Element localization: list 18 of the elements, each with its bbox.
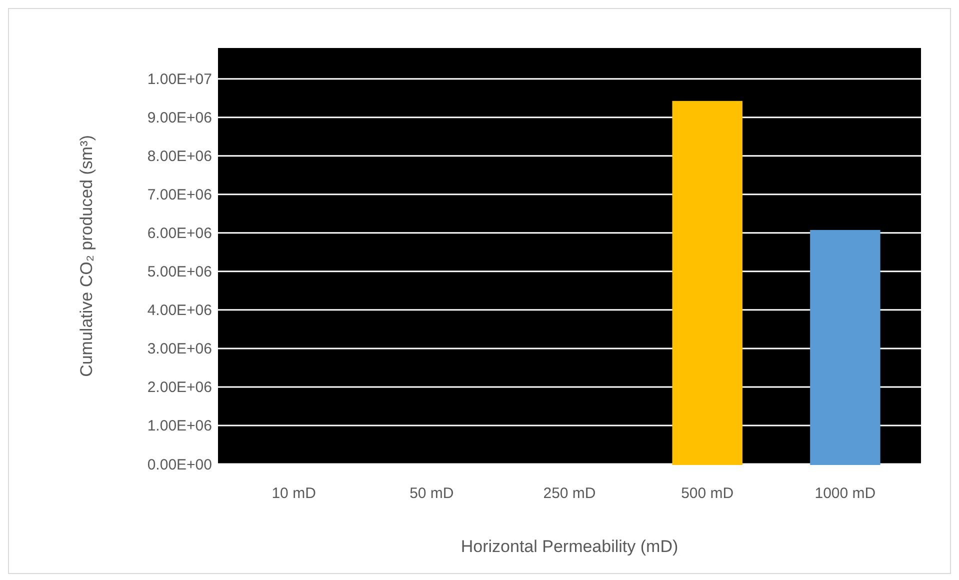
y-tick-label: 0.00E+00 (147, 456, 212, 474)
y-tick-label: 4.00E+06 (147, 302, 212, 320)
y-axis-title: Cumulative CO₂ produced (sm³) (77, 135, 96, 377)
x-tick-label: 500 mD (681, 485, 734, 502)
y-tick-label: 2.00E+06 (147, 379, 212, 396)
y-tick-label: 6.00E+06 (147, 225, 212, 242)
y-tick-label: 3.00E+06 (147, 340, 212, 358)
x-tick-label: 10 mD (272, 485, 316, 502)
y-tick-label: 9.00E+06 (147, 110, 212, 127)
x-axis-title: Horizontal Permeability (mD) (460, 537, 678, 556)
y-tick-label: 7.00E+06 (147, 186, 212, 204)
x-tick-label: 250 mD (543, 485, 596, 502)
y-tick-label: 1.00E+06 (147, 418, 212, 435)
x-tick-label: 50 mD (410, 485, 454, 502)
x-tick-label: 1000 mD (814, 485, 876, 502)
y-tick-label: 1.00E+07 (147, 71, 212, 88)
y-tick-label: 8.00E+06 (147, 148, 212, 166)
y-tick-label: 5.00E+06 (147, 264, 212, 281)
